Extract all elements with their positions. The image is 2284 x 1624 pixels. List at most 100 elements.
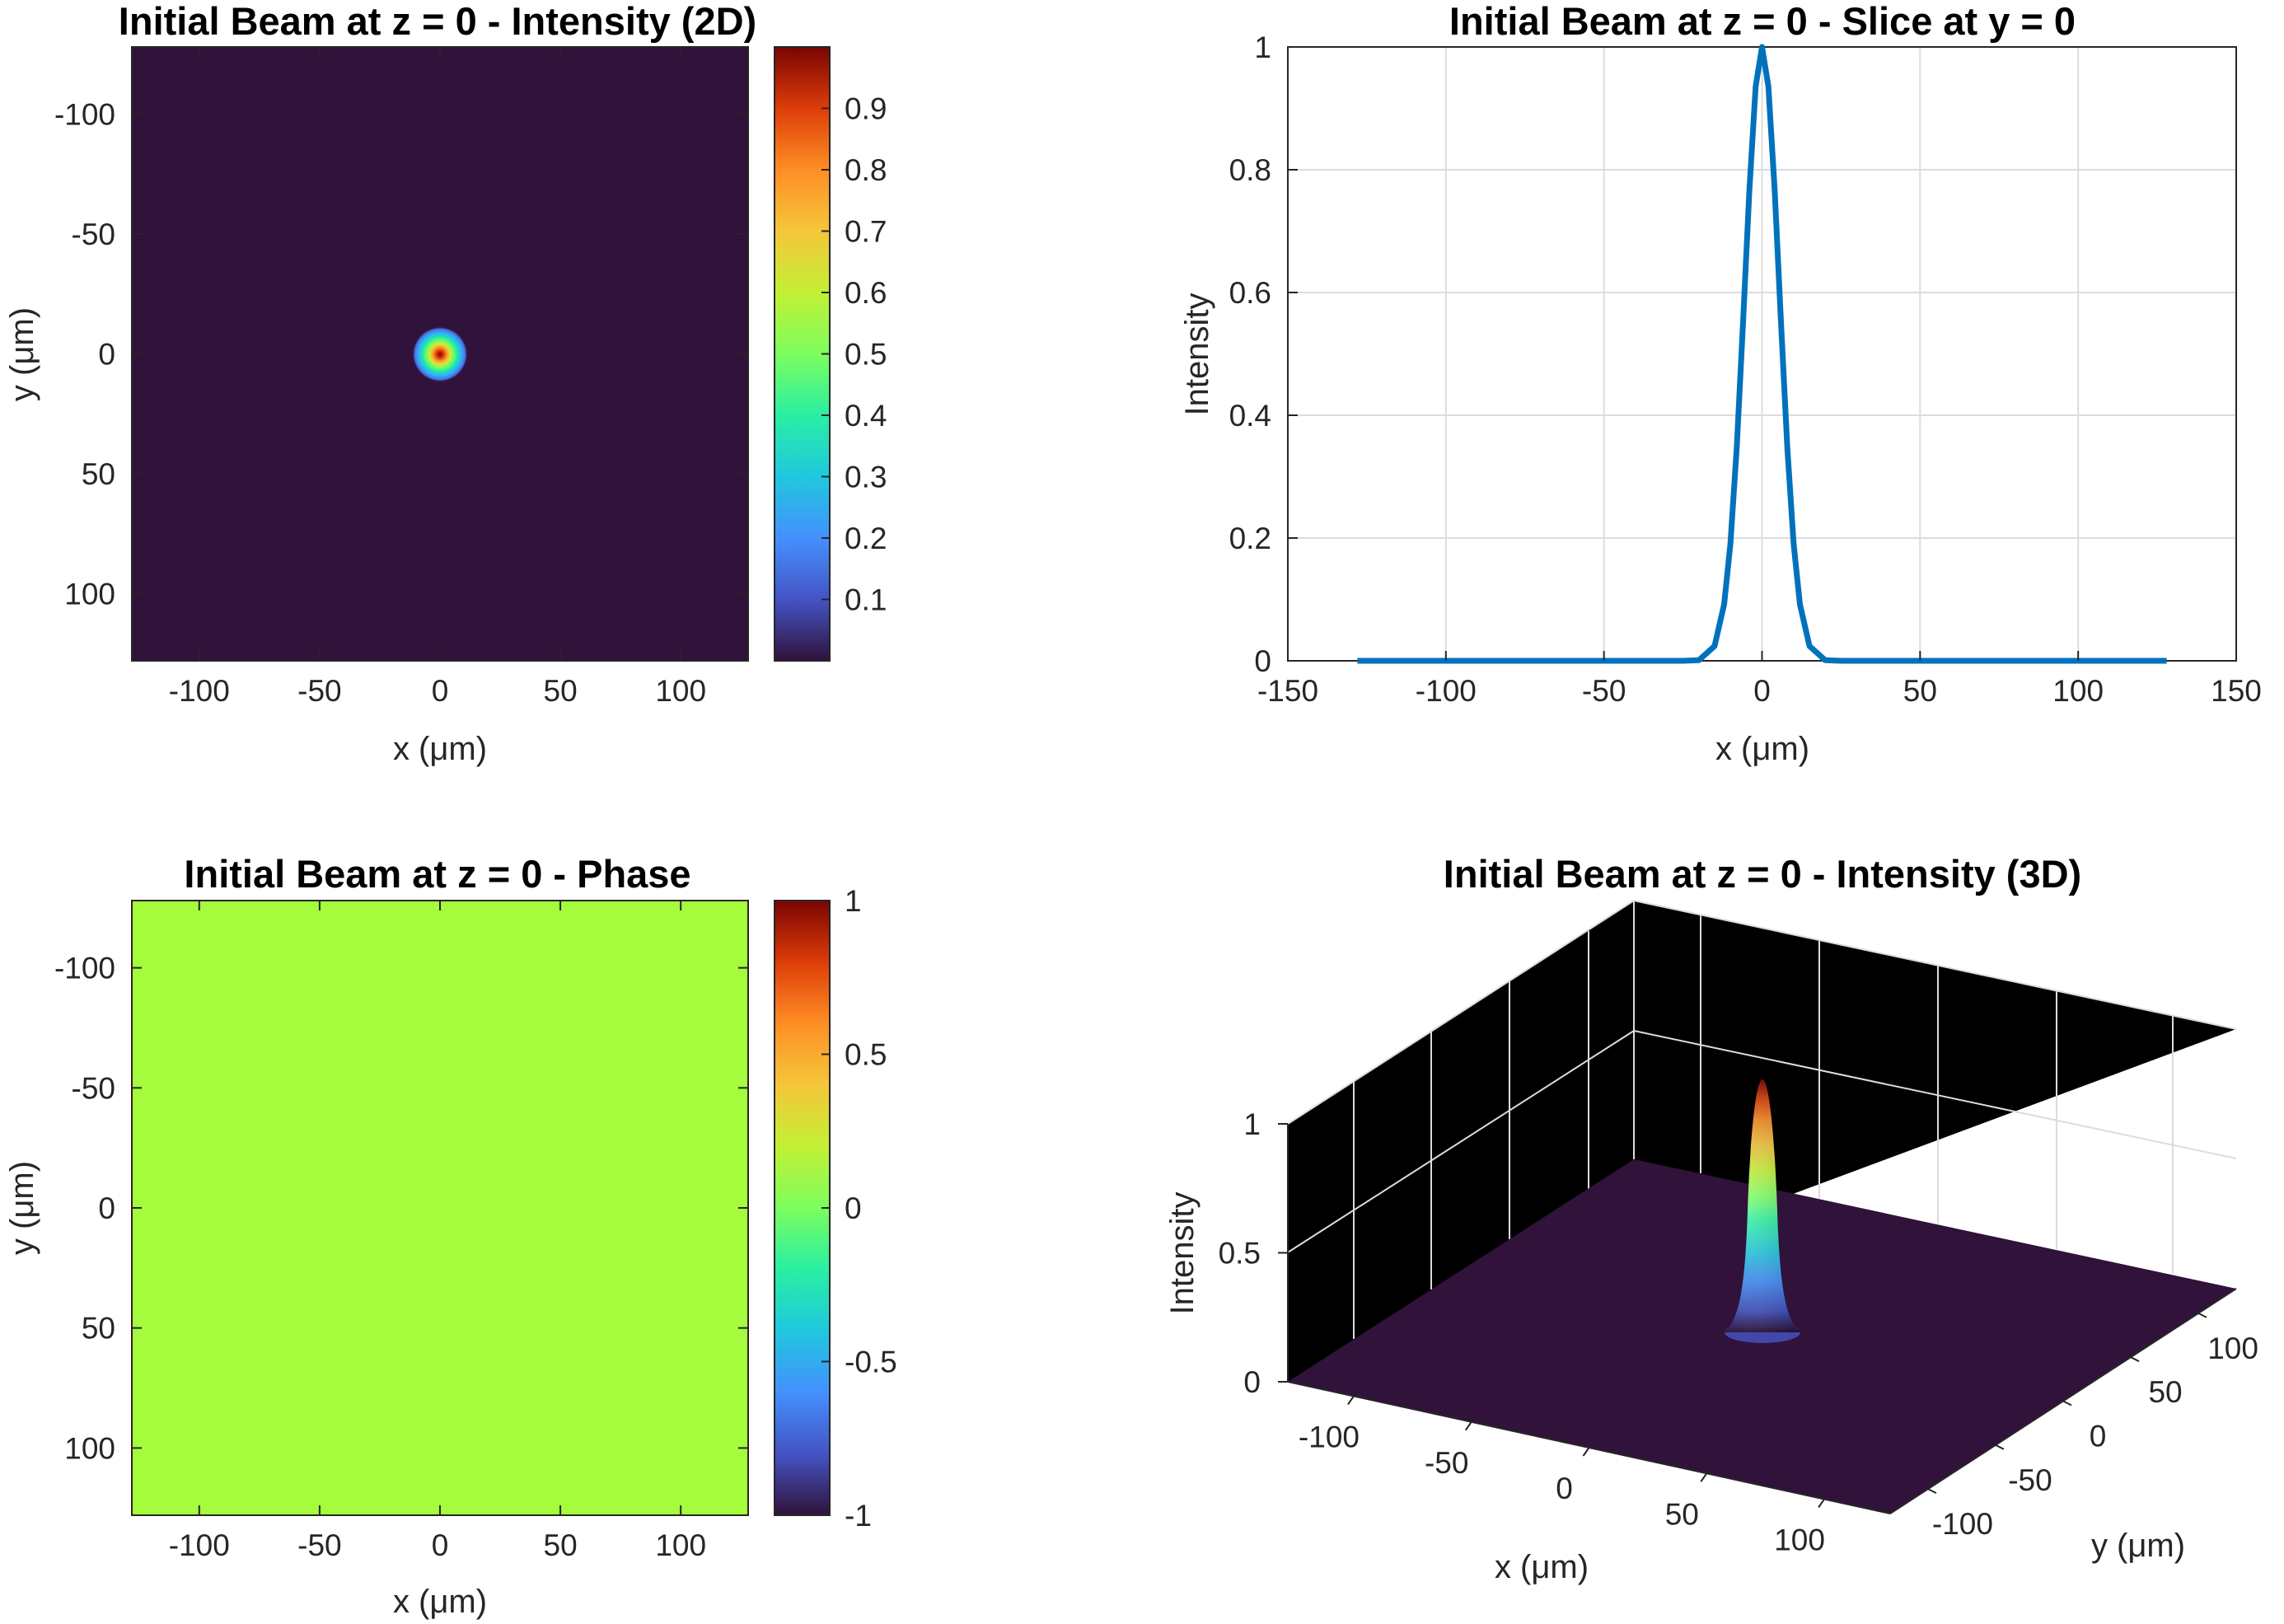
y-tick-label: -50	[2008, 1463, 2052, 1497]
y-ticks: -100 -50 0 50 100	[54, 952, 748, 1465]
y-tick-label: 1	[1254, 30, 1271, 64]
y-tick-label: 0	[2090, 1420, 2107, 1453]
x-tick-label: 0	[1556, 1472, 1573, 1505]
colorbar-tick-label: -1	[845, 1499, 872, 1533]
colorbar-tick-label: 1	[845, 884, 862, 918]
y-tick-label: 0.4	[1229, 399, 1271, 433]
y-axis-label: y (μm)	[4, 1161, 40, 1255]
x-axis-label: x (μm)	[393, 731, 487, 767]
x-tick-label: 50	[1665, 1497, 1699, 1531]
y-tick-mark	[1927, 1488, 1937, 1495]
x-tick-label: 0	[1753, 674, 1771, 708]
colorbar-tick-label: 0.3	[845, 461, 887, 494]
y-tick-mark	[2130, 1356, 2140, 1363]
y-tick-label: 0.8	[1229, 153, 1271, 187]
y-tick-label: -50	[72, 1071, 115, 1105]
x-ticks: -100 -50 0 50 100	[169, 901, 706, 1562]
x-tick-label: 0	[432, 1528, 449, 1562]
x-tick-label: -50	[1582, 674, 1626, 708]
y-tick-label: -100	[1932, 1507, 1993, 1541]
y-tick-label: 100	[2207, 1331, 2258, 1365]
y-ticks: -100 -50 0 50 100	[1927, 1312, 2258, 1541]
colorbar-tick-label: 0.8	[845, 153, 887, 187]
colorbar-tick-label: 0.5	[845, 1038, 887, 1072]
series-line	[1357, 44, 2167, 664]
x-tick-mark	[1700, 1472, 1708, 1482]
x-tick-label: -100	[1299, 1420, 1360, 1454]
x-tick-mark	[1582, 1447, 1590, 1457]
y-tick-mark	[2197, 1312, 2207, 1318]
colorbar-tick-label: 0.4	[845, 399, 887, 433]
colorbar	[774, 900, 831, 1516]
colorbar-tick-label: 0.2	[845, 522, 887, 555]
colorbar-tick-label: 0.7	[845, 215, 887, 249]
panel-slice: Initial Beam at z = 0 - Slice at y = 0 -…	[1179, 0, 2262, 767]
chart-title: Initial Beam at z = 0 - Intensity (3D)	[1444, 852, 2081, 896]
x-tick-label: -100	[169, 1528, 230, 1562]
colorbar	[774, 46, 831, 662]
panel-intensity-2d: Initial Beam at z = 0 - Intensity (2D) -…	[4, 0, 887, 767]
x-tick-label: -150	[1257, 674, 1318, 708]
y-tick-mark	[2062, 1400, 2072, 1406]
x-tick-label: -50	[297, 1528, 341, 1562]
y-tick-label: 0.6	[1229, 276, 1271, 310]
panel-phase: Initial Beam at z = 0 - Phase -100 -50 0 50…	[4, 852, 897, 1620]
y-axis-label: y (μm)	[2091, 1528, 2185, 1564]
y-tick-label: -100	[54, 97, 115, 131]
x-tick-label: 100	[1774, 1523, 1825, 1557]
colorbar-tick-label: -0.5	[845, 1346, 897, 1379]
y-tick-label: 0	[1254, 644, 1271, 678]
y-tick-label: 50	[82, 457, 115, 491]
x-axis-label: x (μm)	[1715, 731, 1809, 767]
y-tick-label: 50	[2148, 1375, 2182, 1409]
y-tick-label: 100	[64, 578, 115, 611]
x-tick-label: -100	[169, 674, 230, 708]
z-tick-label: 1	[1243, 1107, 1261, 1141]
y-tick-label: 0	[98, 338, 115, 372]
colorbar-tick-label: 0.1	[845, 583, 887, 617]
x-tick-label: 100	[655, 674, 706, 708]
x-tick-label: 0	[432, 674, 449, 708]
x-tick-label: -50	[297, 674, 341, 708]
x-tick-label: 50	[1903, 674, 1937, 708]
x-tick-label: 50	[544, 1528, 578, 1562]
x-tick-mark	[1464, 1421, 1472, 1431]
x-tick-label: -100	[1416, 674, 1477, 708]
x-ticks: -150 -100 -50 0 50 100 150	[1257, 651, 2262, 708]
x-tick-label: -50	[1425, 1446, 1468, 1480]
x-tick-mark	[1818, 1498, 1825, 1509]
surface-peak	[1721, 1079, 1804, 1343]
colorbar-tick-label: 0.6	[845, 276, 887, 310]
panel-intensity-3d: Initial Beam at z = 0 - Intensity (3D)	[1164, 852, 2258, 1585]
colorbar-tick-label: 0	[845, 1191, 862, 1225]
x-axis-label: x (μm)	[393, 1584, 487, 1620]
chart-title: Initial Beam at z = 0 - Phase	[184, 852, 690, 896]
x-tick-mark	[1347, 1395, 1355, 1406]
z-axis-label: Intensity	[1164, 1192, 1201, 1315]
y-axis-label: y (μm)	[4, 307, 40, 401]
phase-heatmap	[132, 901, 748, 1515]
colorbar-tick-label: 0.5	[845, 338, 887, 372]
y-tick-label: 100	[64, 1431, 115, 1465]
grid-lines	[1287, 46, 2237, 662]
y-tick-label: -100	[54, 952, 115, 985]
x-ticks: -100 -50 0 50 100	[169, 47, 706, 708]
x-tick-label: 150	[2211, 674, 2262, 708]
colorbar-tick-label: 0.9	[845, 92, 887, 126]
colorbar-ticks: 0.1 0.2 0.3 0.4 0.5 0.6 0.7 0.8 0.9	[821, 92, 887, 617]
z-tick-label: 0	[1243, 1365, 1261, 1399]
beam-spot	[413, 327, 467, 381]
x-tick-label: 50	[544, 674, 578, 708]
x-tick-label: 100	[655, 1528, 706, 1562]
x-axis-label: x (μm)	[1495, 1549, 1589, 1585]
y-ticks: -100 -50 0 50 100	[54, 97, 748, 611]
y-tick-mark	[1995, 1444, 2005, 1450]
z-ticks: 00.51	[1219, 1107, 1288, 1399]
y-tick-label: -50	[72, 218, 115, 251]
chart-title: Initial Beam at z = 0 - Slice at y = 0	[1449, 0, 2076, 43]
y-tick-label: 0.2	[1229, 522, 1271, 555]
y-ticks: 0 0.2 0.4 0.6 0.8 1	[1229, 30, 1298, 678]
colorbar-ticks: -1 -0.5 0 0.5 1	[821, 884, 897, 1533]
z-tick-label: 0.5	[1219, 1237, 1261, 1271]
